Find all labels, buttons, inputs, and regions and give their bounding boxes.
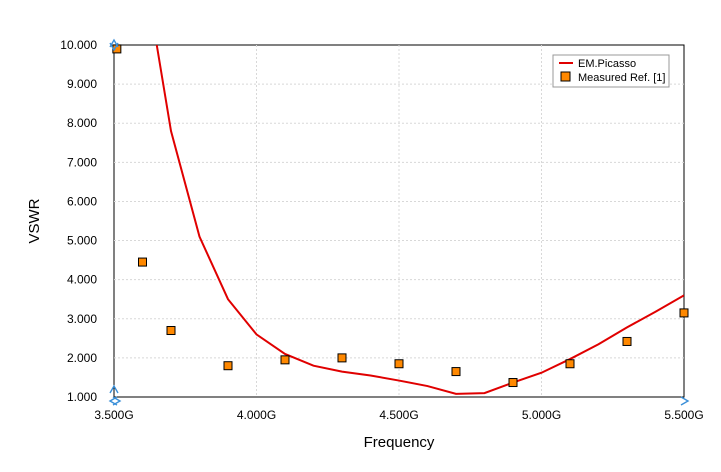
measured-point	[622, 336, 632, 346]
x-tick-label: 4.000G	[237, 408, 276, 422]
measured-point	[280, 355, 290, 365]
y-tick-label: 5.000	[67, 234, 97, 248]
x-tick-label: 3.500G	[94, 408, 133, 422]
y-tick-label: 1.000	[67, 390, 97, 404]
y-tick-label: 2.000	[67, 351, 97, 365]
x-tick-label: 4.500G	[379, 408, 418, 422]
measured-point	[508, 378, 518, 388]
y-tick-label: 10.000	[60, 38, 97, 52]
series-line-em-picasso	[155, 45, 684, 395]
x-tick-labels: 3.500G 4.000G 4.500G 5.000G 5.500G	[94, 408, 703, 422]
y-axis-bottom-handle-icon[interactable]	[109, 384, 119, 394]
measured-point	[166, 326, 176, 336]
measured-point	[394, 359, 404, 369]
y-axis-top-handle-icon[interactable]	[109, 38, 119, 52]
x-axis-left-handle-icon[interactable]	[108, 396, 122, 406]
legend-label-em-picasso: EM.Picasso	[578, 58, 636, 70]
x-tick-label: 5.000G	[522, 408, 561, 422]
y-axis-title: VSWR	[26, 198, 43, 243]
y-tick-labels: 1.000 2.000 3.000 4.000 5.000 6.000 7.000 8.000…	[60, 38, 97, 404]
y-tick-label: 9.000	[67, 77, 97, 91]
measured-point	[223, 361, 233, 371]
legend-box	[552, 54, 670, 88]
axis-handles[interactable]	[108, 38, 690, 406]
y-tick-label: 3.000	[67, 312, 97, 326]
grid	[114, 45, 684, 397]
x-tick-label: 5.500G	[664, 408, 703, 422]
legend: EM.Picasso Measured Ref. [1]	[552, 54, 670, 88]
measured-point	[337, 353, 347, 363]
y-tick-label: 4.000	[67, 273, 97, 287]
y-tick-label: 8.000	[67, 116, 97, 130]
x-axis-title: Frequency	[364, 434, 435, 451]
measured-point	[679, 308, 689, 318]
legend-marker-swatch	[560, 71, 571, 82]
measured-point	[565, 359, 575, 369]
x-axis-right-handle-icon[interactable]	[680, 396, 690, 406]
measured-point	[451, 367, 461, 377]
y-tick-label: 7.000	[67, 155, 97, 169]
measured-point	[138, 257, 147, 267]
legend-label-measured: Measured Ref. [1]	[578, 72, 665, 84]
y-tick-label: 6.000	[67, 194, 97, 208]
